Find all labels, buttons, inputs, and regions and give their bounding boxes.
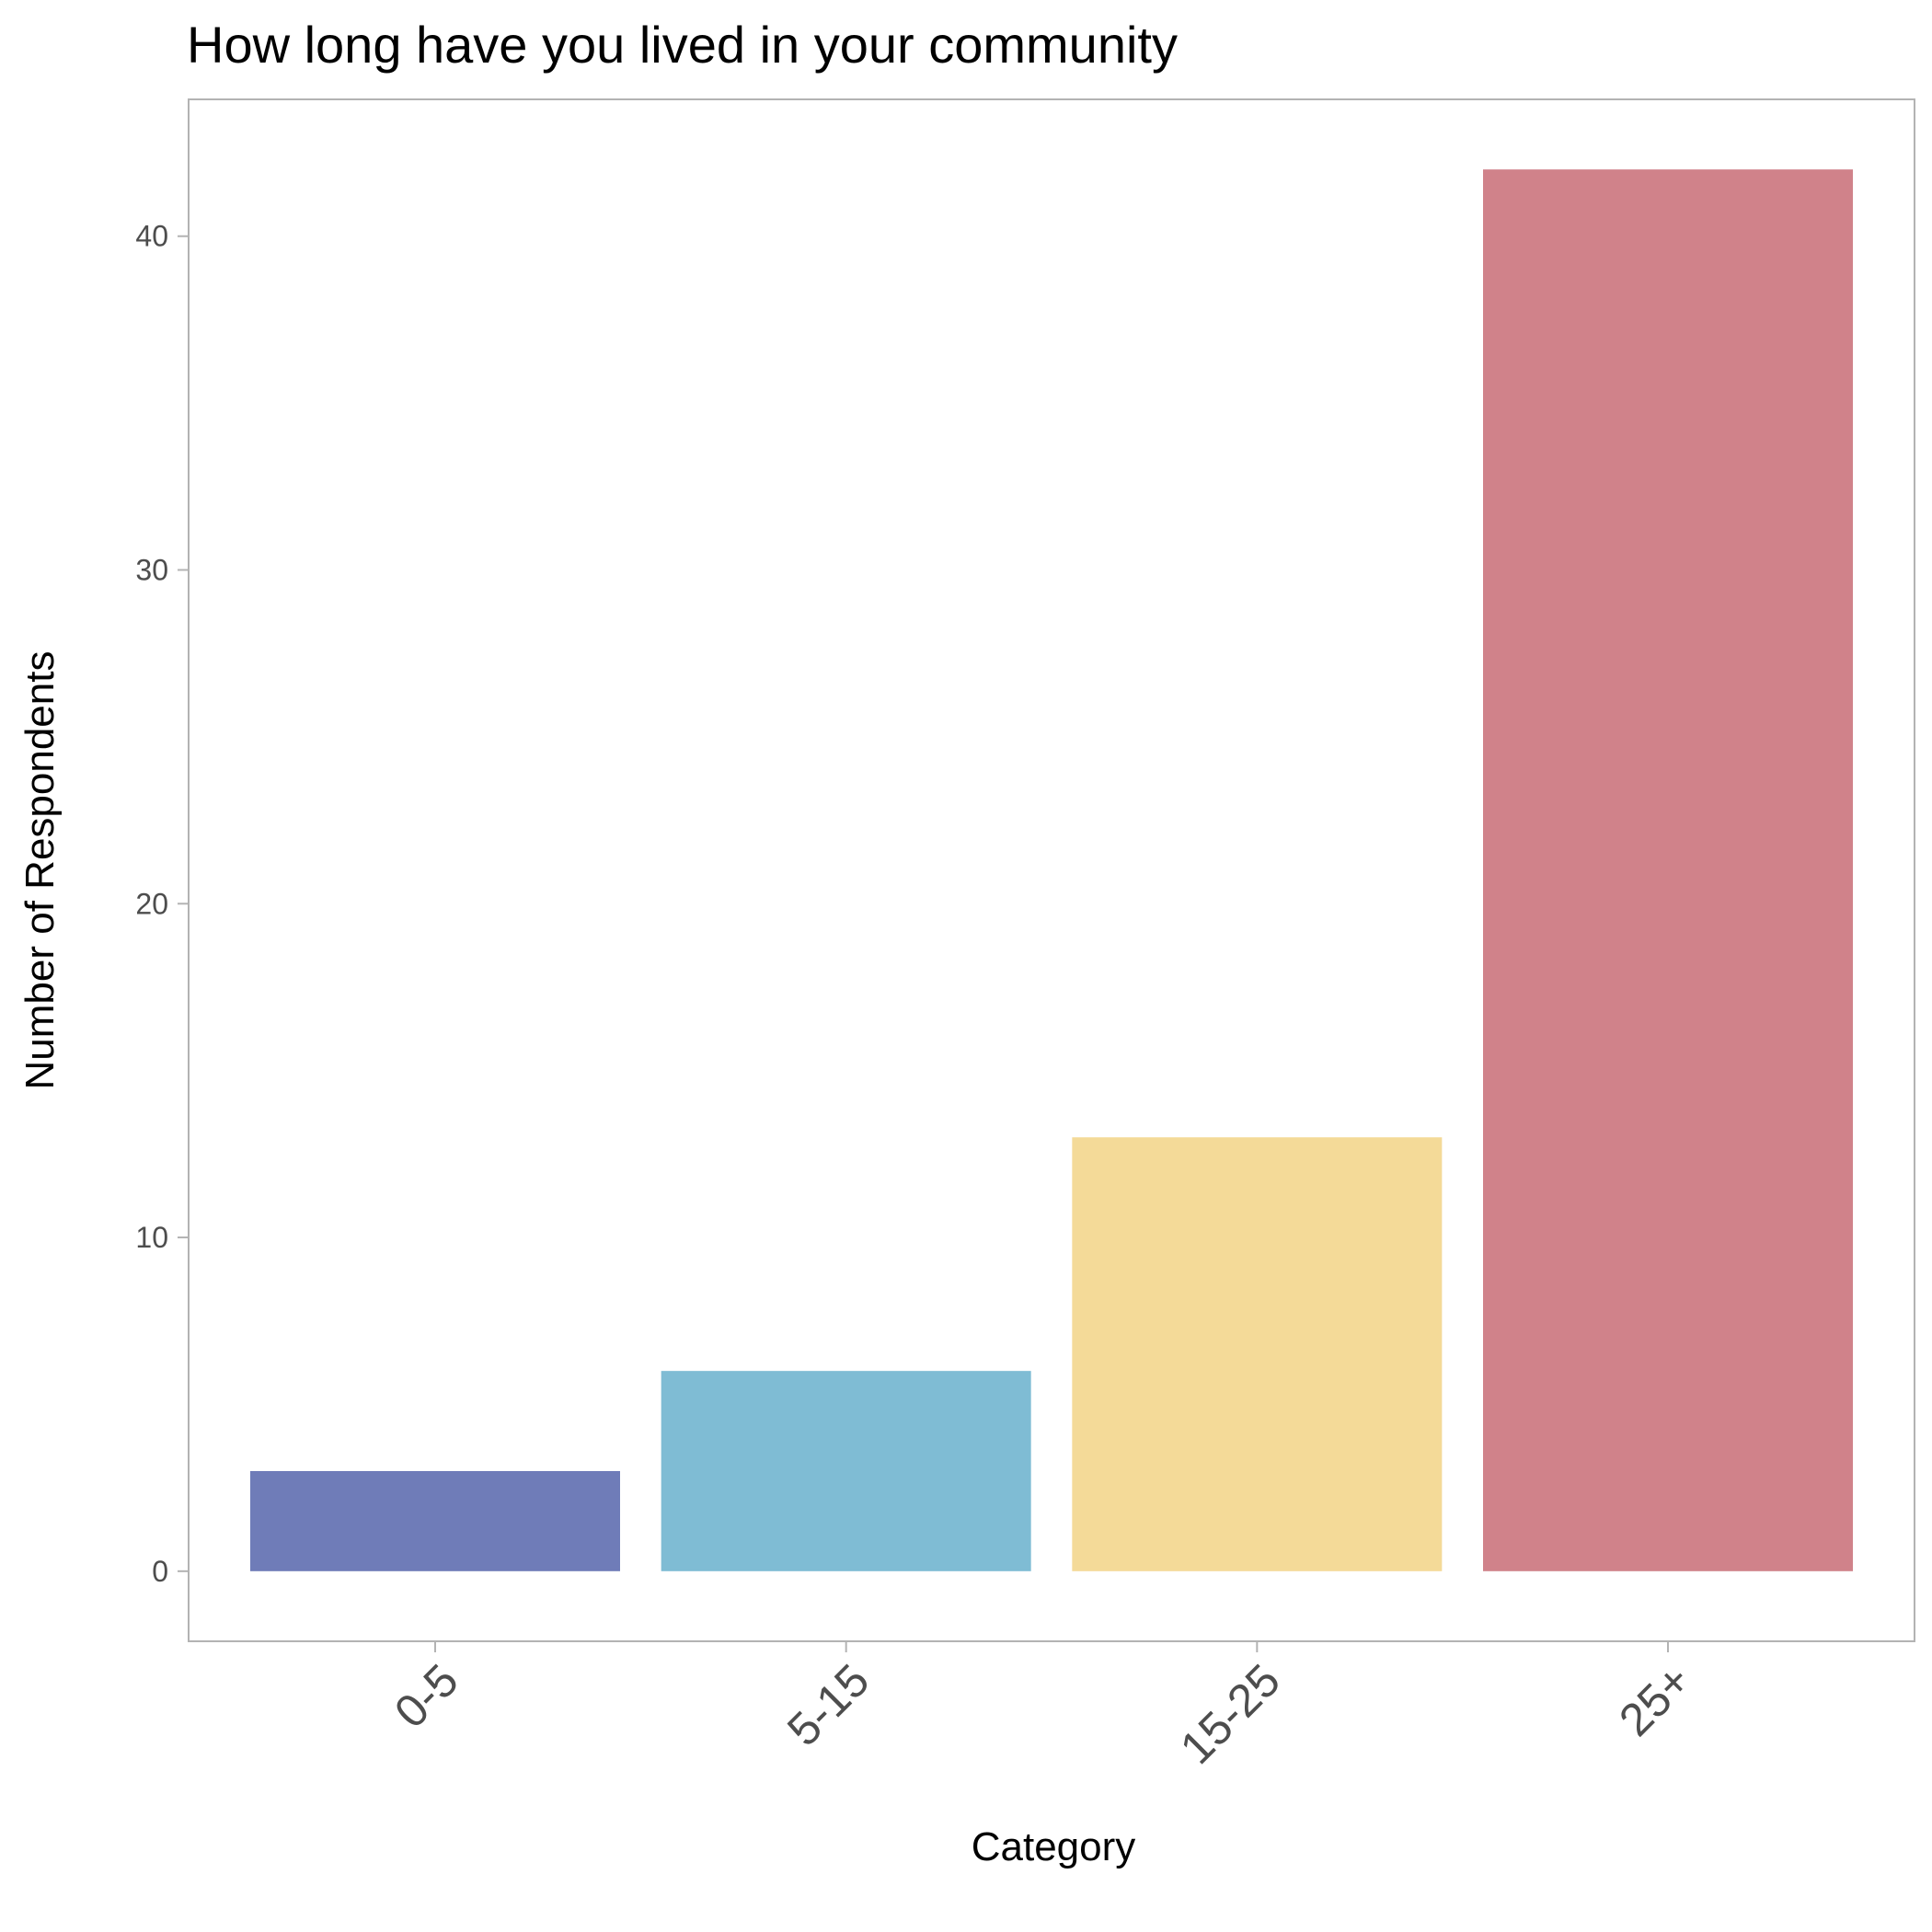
y-axis-title: Number of Respondents bbox=[17, 651, 63, 1090]
chart-title: How long have you lived in your communit… bbox=[187, 16, 1178, 74]
bar-5-15 bbox=[661, 1371, 1031, 1571]
bar-25+ bbox=[1483, 169, 1853, 1571]
x-tick-label: 5-15 bbox=[777, 1654, 879, 1755]
bars-layer bbox=[250, 169, 1853, 1571]
x-tick-label: 25+ bbox=[1609, 1654, 1701, 1746]
y-tick-label: 40 bbox=[135, 220, 168, 253]
y-tick-label: 10 bbox=[135, 1221, 168, 1254]
y-tick-label: 0 bbox=[152, 1555, 168, 1588]
y-tick-label: 30 bbox=[135, 554, 168, 587]
bar-15-25 bbox=[1072, 1137, 1443, 1571]
x-axis-title: Category bbox=[972, 1824, 1136, 1869]
y-axis: 0 10 20 30 40 bbox=[135, 220, 189, 1588]
x-tick-label: 15-25 bbox=[1170, 1654, 1290, 1774]
x-axis: 0-5 5-15 15-25 25+ bbox=[385, 1641, 1701, 1774]
y-tick-label: 20 bbox=[135, 887, 168, 920]
bar-0-5 bbox=[250, 1470, 620, 1571]
plot-panel-border bbox=[188, 98, 1915, 1642]
x-tick-label: 0-5 bbox=[385, 1654, 468, 1738]
